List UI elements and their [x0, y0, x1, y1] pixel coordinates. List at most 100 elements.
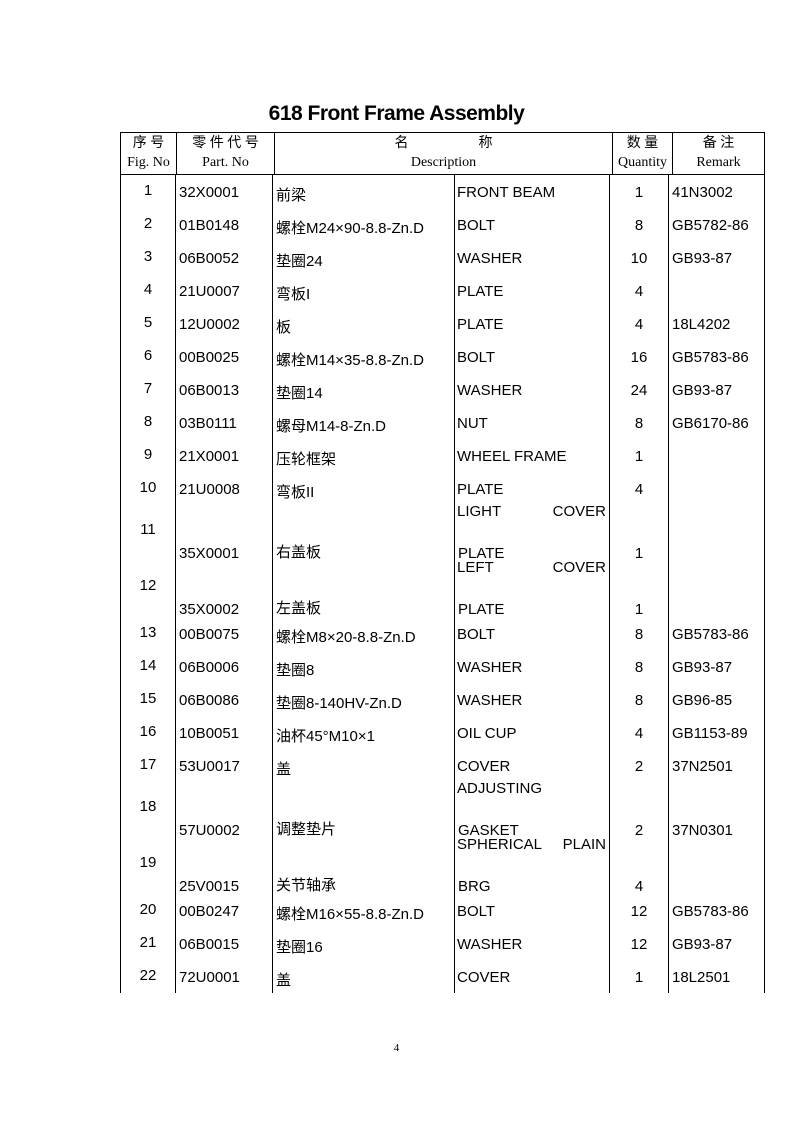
name-cn-cell: 关节轴承 [273, 838, 455, 894]
remark: 37N2501 [672, 758, 733, 775]
quantity-cell: 8 [610, 683, 669, 716]
name-cn-cell: 垫圈24 [273, 241, 455, 274]
header-desc: 名 称 Description [275, 133, 613, 174]
remark-cell: 37N2501 [669, 749, 764, 782]
description-word: COVER [552, 503, 606, 520]
description-en: BRG [458, 878, 491, 895]
description-en: PLATE [457, 283, 504, 300]
table-row: 16 10B0051 油杯45°M10×1 OIL CUP 4 GB1153-89 [121, 716, 764, 749]
quantity: 8 [634, 692, 644, 709]
fig-no: 20 [139, 901, 157, 918]
part-no-cell: 25V0015 [176, 838, 273, 895]
fig-no: 22 [139, 967, 157, 984]
header-remark-en: Remark [696, 155, 741, 170]
part-no-cell: 12U0002 [176, 307, 273, 340]
description-word: COVER [552, 559, 606, 576]
quantity: 10 [630, 250, 648, 267]
fig-no: 19 [139, 854, 157, 871]
name-cn-cell: 前梁 [273, 175, 455, 208]
description-cell: LIGHT COVER PLATE [455, 503, 610, 562]
description-cell: SPHERICAL PLAIN BRG [455, 836, 610, 895]
name-cn-cell: 垫圈16 [273, 927, 455, 960]
quantity-cell: 1 [610, 561, 669, 618]
fig-no-cell: 17 [121, 749, 176, 782]
header-qty-cn: 数 量 [626, 136, 659, 151]
part-no-cell: 03B0111 [176, 406, 273, 439]
fig-no: 10 [139, 479, 157, 496]
part-no: 53U0017 [179, 758, 240, 775]
description-cell: WASHER [455, 373, 610, 406]
description-en: WASHER [457, 936, 523, 953]
remark: 37N0301 [672, 822, 733, 839]
name-cn-cell: 弯板II [273, 472, 455, 505]
page-number: 4 [393, 1042, 400, 1054]
quantity-cell: 2 [610, 782, 669, 839]
fig-no: 7 [143, 380, 153, 397]
description-en: BOLT [457, 626, 496, 643]
quantity: 2 [634, 758, 644, 775]
description-en: PLATE [457, 316, 504, 333]
fig-no: 9 [143, 446, 153, 463]
header-part-cn: 零 件 代 号 [192, 136, 259, 151]
table-row: 21 06B0015 垫圈16 WASHER 12 GB93-87 [121, 927, 764, 960]
quantity: 4 [634, 878, 644, 895]
quantity-cell: 1 [610, 505, 669, 562]
table-row: 22 72U0001 盖 COVER 1 18L2501 [121, 960, 764, 993]
remark-cell: 18L4202 [669, 307, 764, 340]
name-cn-cell: 螺栓M14×35-8.8-Zn.D [273, 340, 455, 373]
description-cell: ADJUSTING GASKET [455, 780, 610, 839]
part-no: 00B0025 [179, 349, 240, 366]
description-word: PLAIN [562, 836, 606, 853]
part-no-cell: 35X0002 [176, 561, 273, 618]
fig-no-cell: 10 [121, 472, 176, 505]
part-no-cell: 06B0015 [176, 927, 273, 960]
fig-no: 6 [143, 347, 153, 364]
remark: GB93-87 [672, 250, 733, 267]
name-cn-cell: 弯板I [273, 274, 455, 307]
name-cn: 弯板II [276, 484, 315, 501]
table-row: 15 06B0086 垫圈8-140HV-Zn.D WASHER 8 GB96-85 [121, 683, 764, 716]
quantity: 1 [634, 969, 644, 986]
part-no: 10B0051 [179, 725, 240, 742]
quantity-cell: 2 [610, 749, 669, 782]
part-no-cell: 35X0001 [176, 505, 273, 562]
remark-cell: GB5782-86 [669, 208, 764, 241]
remark: GB93-87 [672, 382, 733, 399]
part-no: 35X0001 [179, 545, 240, 562]
name-cn: 垫圈16 [276, 939, 323, 956]
quantity: 1 [634, 601, 644, 618]
quantity: 8 [634, 659, 644, 676]
part-no-cell: 06B0006 [176, 650, 273, 683]
description-en: NUT [457, 415, 488, 432]
table-row: 1 32X0001 前梁 FRONT BEAM 1 41N3002 [121, 175, 764, 208]
quantity: 4 [634, 316, 644, 333]
part-no-cell: 01B0148 [176, 208, 273, 241]
table-row: 20 00B0247 螺栓M16×55-8.8-Zn.D BOLT 12 GB5783-8… [121, 894, 764, 927]
remark: 18L2501 [672, 969, 731, 986]
remark-cell [669, 505, 764, 561]
remark-cell: GB5783-86 [669, 617, 764, 650]
remark: GB93-87 [672, 659, 733, 676]
remark: GB96-85 [672, 692, 733, 709]
name-cn: 左盖板 [276, 600, 322, 617]
description-cell: BOLT [455, 894, 610, 927]
quantity-cell: 1 [610, 439, 669, 472]
remark-cell [669, 838, 764, 894]
part-no-cell: 21U0008 [176, 472, 273, 505]
fig-no-cell: 15 [121, 683, 176, 716]
name-cn-cell: 板 [273, 307, 455, 340]
part-no-cell: 06B0052 [176, 241, 273, 274]
name-cn-cell: 压轮框架 [273, 439, 455, 472]
name-cn: 关节轴承 [276, 877, 337, 894]
description-en: GASKET [458, 822, 519, 839]
name-cn: 垫圈8 [276, 662, 315, 679]
quantity-cell: 1 [610, 960, 669, 993]
quantity: 8 [634, 217, 644, 234]
fig-no: 4 [143, 281, 153, 298]
name-cn: 盖 [276, 761, 292, 778]
part-no: 72U0001 [179, 969, 240, 986]
remark: GB5783-86 [672, 626, 749, 643]
quantity-cell: 24 [610, 373, 669, 406]
fig-no: 13 [139, 624, 157, 641]
description-en: BOLT [457, 349, 496, 366]
